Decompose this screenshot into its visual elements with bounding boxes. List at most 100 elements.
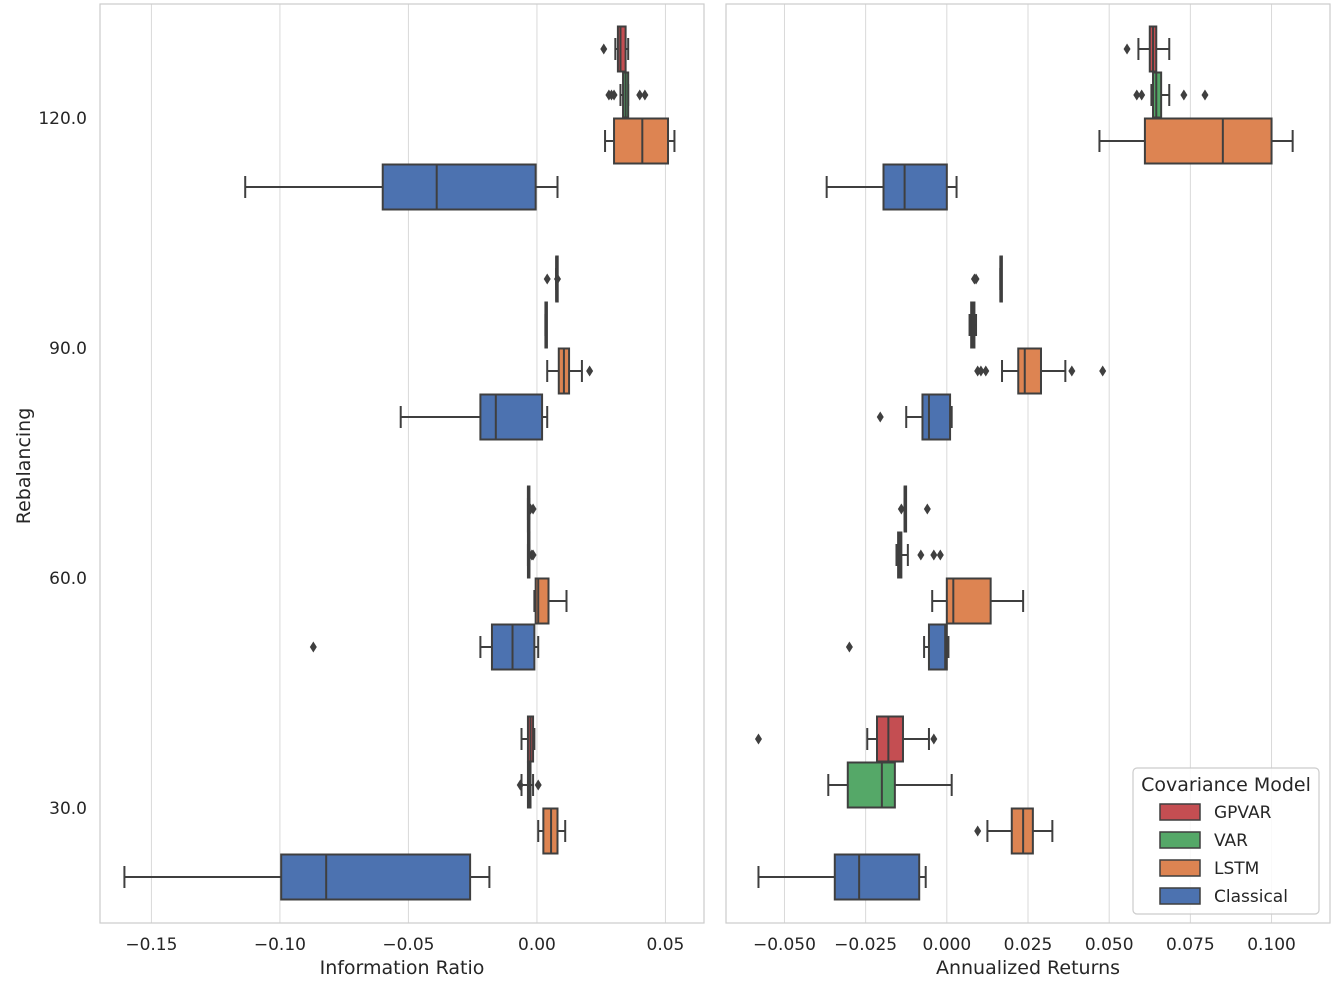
box-classical-30-0: [123, 853, 491, 901]
box-lstm-30-0: [537, 807, 567, 855]
y-tick-label: 120.0: [38, 109, 87, 129]
legend-swatch-classical: [1159, 887, 1201, 905]
outlier-point: [1123, 43, 1131, 55]
box-body: [1143, 117, 1273, 165]
outlier-point: [529, 503, 537, 515]
box-var-90-0: [544, 301, 548, 349]
y-tick-label: 90.0: [49, 339, 87, 359]
box-classical-30-0: [757, 853, 927, 901]
box-classical-90-0: [876, 393, 953, 441]
x-axis-label: Information Ratio: [320, 957, 485, 979]
outlier-point: [1099, 365, 1107, 377]
outlier-point: [1133, 89, 1141, 101]
outlier-point: [845, 641, 853, 653]
outlier-point: [897, 503, 905, 515]
box-classical-120-0: [825, 163, 958, 211]
outlier-point: [516, 779, 524, 791]
x-tick-label: 0.050: [1085, 935, 1134, 955]
legend-swatch-var: [1159, 831, 1201, 849]
box-body: [921, 393, 952, 441]
information-ratio-panel: −0.15 −0.10 −0.05 0.00 0.05 Information Ratio…: [38, 3, 705, 979]
box-gpvar-120-0: [1123, 25, 1171, 73]
outlier-point: [636, 89, 644, 101]
outlier-point: [1180, 89, 1188, 101]
y-axis-label: Rebalancing: [13, 408, 35, 525]
x-tick-label: 0.000: [922, 935, 971, 955]
legend-label-gpvar: GPVAR: [1214, 803, 1272, 823]
y-tick-label: 60.0: [49, 569, 87, 589]
x-axis-label: Annualized Returns: [936, 957, 1120, 979]
box-body: [876, 715, 904, 763]
legend-swatch-lstm: [1159, 859, 1201, 877]
box-body: [381, 163, 537, 211]
x-tick-label: −0.10: [254, 935, 306, 955]
box-var-90-0: [968, 301, 978, 349]
outlier-point: [610, 89, 618, 101]
legend-title: Covariance Model: [1141, 774, 1311, 796]
box-gpvar-30-0: [520, 715, 536, 763]
box-var-120-0: [1133, 71, 1209, 119]
box-lstm-120-0: [1098, 117, 1294, 165]
box-classical-120-0: [244, 163, 559, 211]
box-lstm-120-0: [604, 117, 676, 165]
x-tick-label: −0.05: [382, 935, 434, 955]
box-lstm-90-0: [546, 347, 594, 395]
x-tick-label: 0.025: [1004, 935, 1053, 955]
box-var-120-0: [605, 71, 649, 119]
box-var-60-0: [895, 531, 944, 579]
outlier-point: [553, 273, 561, 285]
box-body: [1017, 347, 1042, 395]
legend-label-classical: Classical: [1214, 887, 1288, 907]
box-body: [833, 853, 921, 901]
outlier-point: [529, 549, 537, 561]
box-body: [280, 853, 472, 901]
outlier-point: [1201, 89, 1209, 101]
outlier-point: [754, 733, 762, 745]
outlier-point: [309, 641, 317, 653]
box-body: [613, 117, 670, 165]
box-var-30-0: [516, 761, 542, 809]
x-tick-label: −0.050: [753, 935, 816, 955]
outlier-point: [1138, 89, 1146, 101]
box-gpvar-120-0: [600, 25, 630, 73]
outlier-point: [930, 733, 938, 745]
box-var-30-0: [827, 761, 953, 809]
outlier-point: [974, 825, 982, 837]
box-lstm-30-0: [974, 807, 1054, 855]
outlier-point: [923, 503, 931, 515]
outlier-point: [543, 273, 551, 285]
box-body: [846, 761, 896, 809]
legend: Covariance Model GPVAR VAR LSTM Classical: [1132, 767, 1320, 915]
plot-frame: [725, 3, 1331, 924]
box-gpvar-90-0: [970, 255, 1003, 303]
outlier-point: [972, 273, 980, 285]
box-gpvar-60-0: [897, 485, 931, 533]
outlier-point: [982, 365, 990, 377]
legend-swatch-gpvar: [1159, 803, 1201, 821]
box-lstm-60-0: [533, 577, 568, 625]
box-gpvar-60-0: [526, 485, 537, 533]
box-lstm-90-0: [974, 347, 1107, 395]
legend-label-var: VAR: [1214, 831, 1248, 851]
outlier-point: [1068, 365, 1076, 377]
legend-label-lstm: LSTM: [1214, 859, 1259, 879]
box-gpvar-90-0: [543, 255, 561, 303]
x-tick-label: 0.075: [1166, 935, 1215, 955]
box-body: [882, 163, 948, 211]
outlier-point: [917, 549, 925, 561]
box-classical-90-0: [399, 393, 549, 441]
box-lstm-60-0: [931, 577, 1025, 625]
outlier-point: [600, 43, 608, 55]
box-body: [927, 623, 948, 671]
outlier-point: [930, 549, 938, 561]
box-classical-60-0: [845, 623, 950, 671]
box-gpvar-30-0: [754, 715, 938, 763]
outlier-point: [534, 779, 542, 791]
outlier-point: [586, 365, 594, 377]
outlier-point: [977, 365, 985, 377]
y-tick-label: 30.0: [49, 799, 87, 819]
box-classical-60-0: [309, 623, 540, 671]
x-tick-label: −0.15: [125, 935, 177, 955]
box-body: [616, 25, 627, 73]
x-tick-label: 0.00: [518, 935, 556, 955]
